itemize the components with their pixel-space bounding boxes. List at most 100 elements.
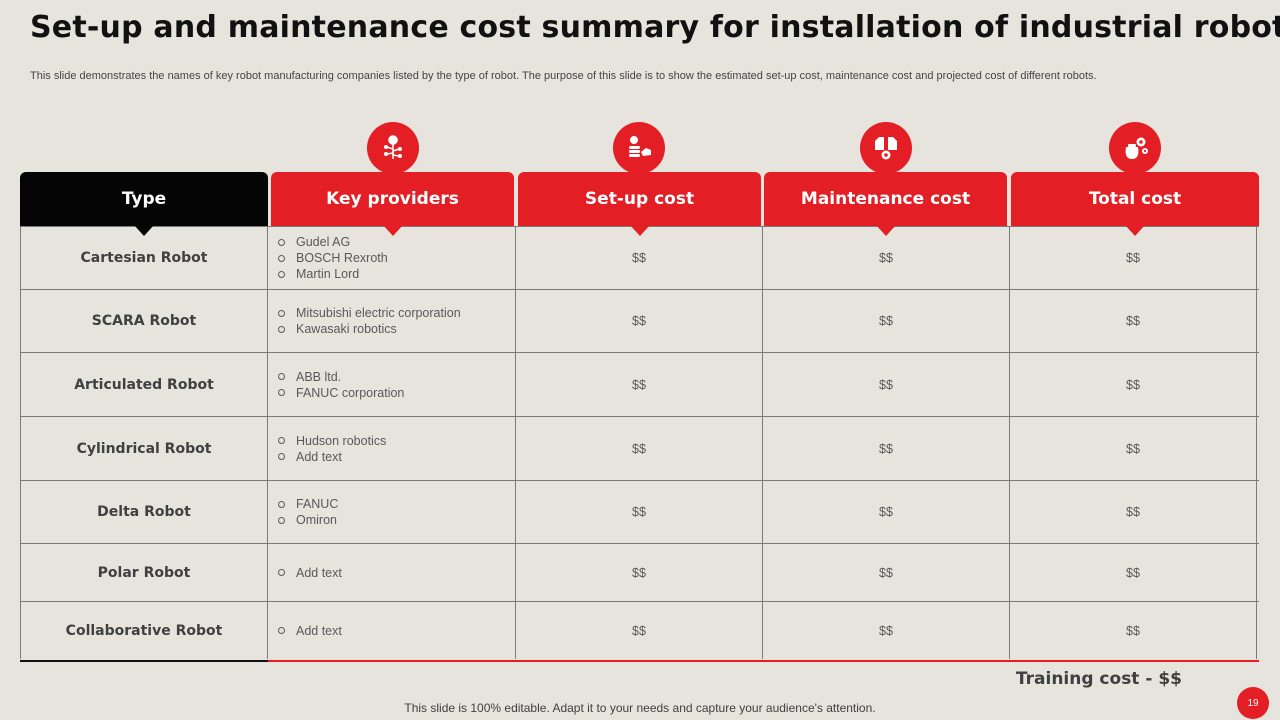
table-row: Delta Robot FANUC Omiron $$ $$ $$ [20,481,1259,544]
provider-name: Mitsubishi electric corporation [296,306,461,320]
setup-cost-cell: $$ [516,227,763,289]
setup-cost-cell: $$ [516,417,763,480]
providers-cell: ABB ltd. FANUC corporation [268,353,516,416]
bullet-circle-icon [278,500,285,508]
bullet-circle-icon [278,569,285,576]
list-item: FANUC [278,496,338,512]
header-pointer [382,225,403,236]
provider-name: Kawasaki robotics [296,322,397,336]
header-type: Type [20,172,268,236]
robot-key-icon [367,122,419,174]
header-setup: Set-up cost [518,172,761,236]
slide-title: Set-up and maintenance cost summary for … [30,10,1280,45]
table-row: Cylindrical Robot Hudson robotics Add te… [20,417,1259,481]
setup-cost-cell: $$ [516,544,763,601]
setup-cost-cell: $$ [516,481,763,543]
total-cost-cell: $$ [1010,227,1257,289]
header-providers: Key providers [271,172,514,236]
providers-cell: Mitsubishi electric corporation Kawasaki… [268,290,516,352]
header-providers-label: Key providers [326,189,459,209]
provider-name: BOSCH Rexroth [296,251,388,265]
providers-list: Mitsubishi electric corporation Kawasaki… [278,305,461,337]
table-bottom-border-accent [268,660,1259,662]
footer-note: This slide is 100% editable. Adapt it to… [404,701,876,715]
bullet-circle-icon [278,309,285,317]
bullet-circle-icon [278,453,285,460]
providers-cell: Add text [268,602,516,659]
provider-name: FANUC corporation [296,385,405,400]
list-item: Add text [278,565,342,581]
setup-cost-cell: $$ [516,290,763,352]
list-item: Add text [278,449,386,465]
maintenance-cost-cell: $$ [763,290,1010,352]
providers-list: Add text [278,623,342,639]
header-pointer [134,225,154,236]
total-cost-cell: $$ [1010,353,1257,416]
type-cell: Articulated Robot [20,353,268,416]
bullet-circle-icon [278,389,285,396]
setup-cost-cell: $$ [516,602,763,659]
type-cell: Delta Robot [20,481,268,543]
header-total-label: Total cost [1088,189,1182,209]
maintenance-cost-cell: $$ [763,417,1010,480]
total-cost-cell: $$ [1010,544,1257,601]
type-cell: Cartesian Robot [20,227,268,289]
bullet-circle-icon [278,238,285,246]
bullet-circle-icon [278,437,285,444]
list-item: Kawasaki robotics [278,321,461,337]
bullet-circle-icon [278,627,285,634]
bullet-circle-icon [278,373,285,380]
type-cell: Collaborative Robot [20,602,268,659]
maintenance-cost-cell: $$ [763,602,1010,659]
list-item: Add text [278,623,342,639]
training-cost: Training cost - $$ [1015,669,1182,689]
maintenance-cost-cell: $$ [763,544,1010,601]
providers-list: Hudson robotics Add text [278,433,386,465]
providers-cell: Gudel AG BOSCH Rexroth Martin Lord [268,227,516,289]
providers-list: Gudel AG BOSCH Rexroth Martin Lord [278,234,388,282]
provider-name: Martin Lord [296,267,360,281]
header-setup-label: Set-up cost [584,189,695,209]
header-maintenance: Maintenance cost [764,172,1007,236]
list-item: FANUC corporation [278,385,404,401]
list-item: BOSCH Rexroth [278,250,388,266]
list-item: Martin Lord [278,266,388,282]
provider-name: ABB ltd. [296,369,342,384]
header-type-label: Type [121,189,167,209]
type-cell: Polar Robot [20,544,268,601]
slide-subtitle: This slide demonstrates the names of key… [30,70,1097,82]
providers-list: FANUC Omiron [278,496,338,528]
providers-list: ABB ltd. FANUC corporation [278,369,404,401]
type-cell: Cylindrical Robot [20,417,268,480]
total-cost-cell: $$ [1010,481,1257,543]
total-cost-cell: $$ [1010,417,1257,480]
page-number: 19 [1237,687,1269,719]
providers-cell: Hudson robotics Add text [268,417,516,480]
list-item: Mitsubishi electric corporation [278,305,461,321]
bullet-circle-icon [278,516,285,524]
header-pointer [875,225,896,236]
providers-cell: Add text [268,544,516,601]
provider-name: Hudson robotics [296,433,387,448]
table-bottom-border-dark [20,660,268,662]
providers-cell: FANUC Omiron [268,481,516,543]
provider-name: Add text [296,565,342,580]
money-bag-gears-icon [1109,122,1161,174]
list-item: Gudel AG [278,234,388,250]
provider-name: Gudel AG [296,235,351,249]
maintenance-cost-cell: $$ [763,481,1010,543]
list-item: Hudson robotics [278,433,386,449]
list-item: ABB ltd. [278,369,404,385]
header-pointer [1125,225,1145,236]
total-cost-cell: $$ [1010,602,1257,659]
header-total: Total cost [1011,172,1259,236]
table-row: Collaborative Robot Add text $$ $$ $$ [20,602,1259,659]
provider-name: Add text [296,623,342,638]
bullet-circle-icon [278,270,285,278]
provider-name: Omiron [296,513,337,527]
provider-name: Add text [296,449,342,464]
table-row: Polar Robot Add text $$ $$ $$ [20,544,1259,602]
provider-name: FANUC [296,497,339,511]
header-maintenance-label: Maintenance cost [800,189,971,209]
cost-table: Cartesian Robot Gudel AG BOSCH Rexroth M… [20,226,1259,659]
